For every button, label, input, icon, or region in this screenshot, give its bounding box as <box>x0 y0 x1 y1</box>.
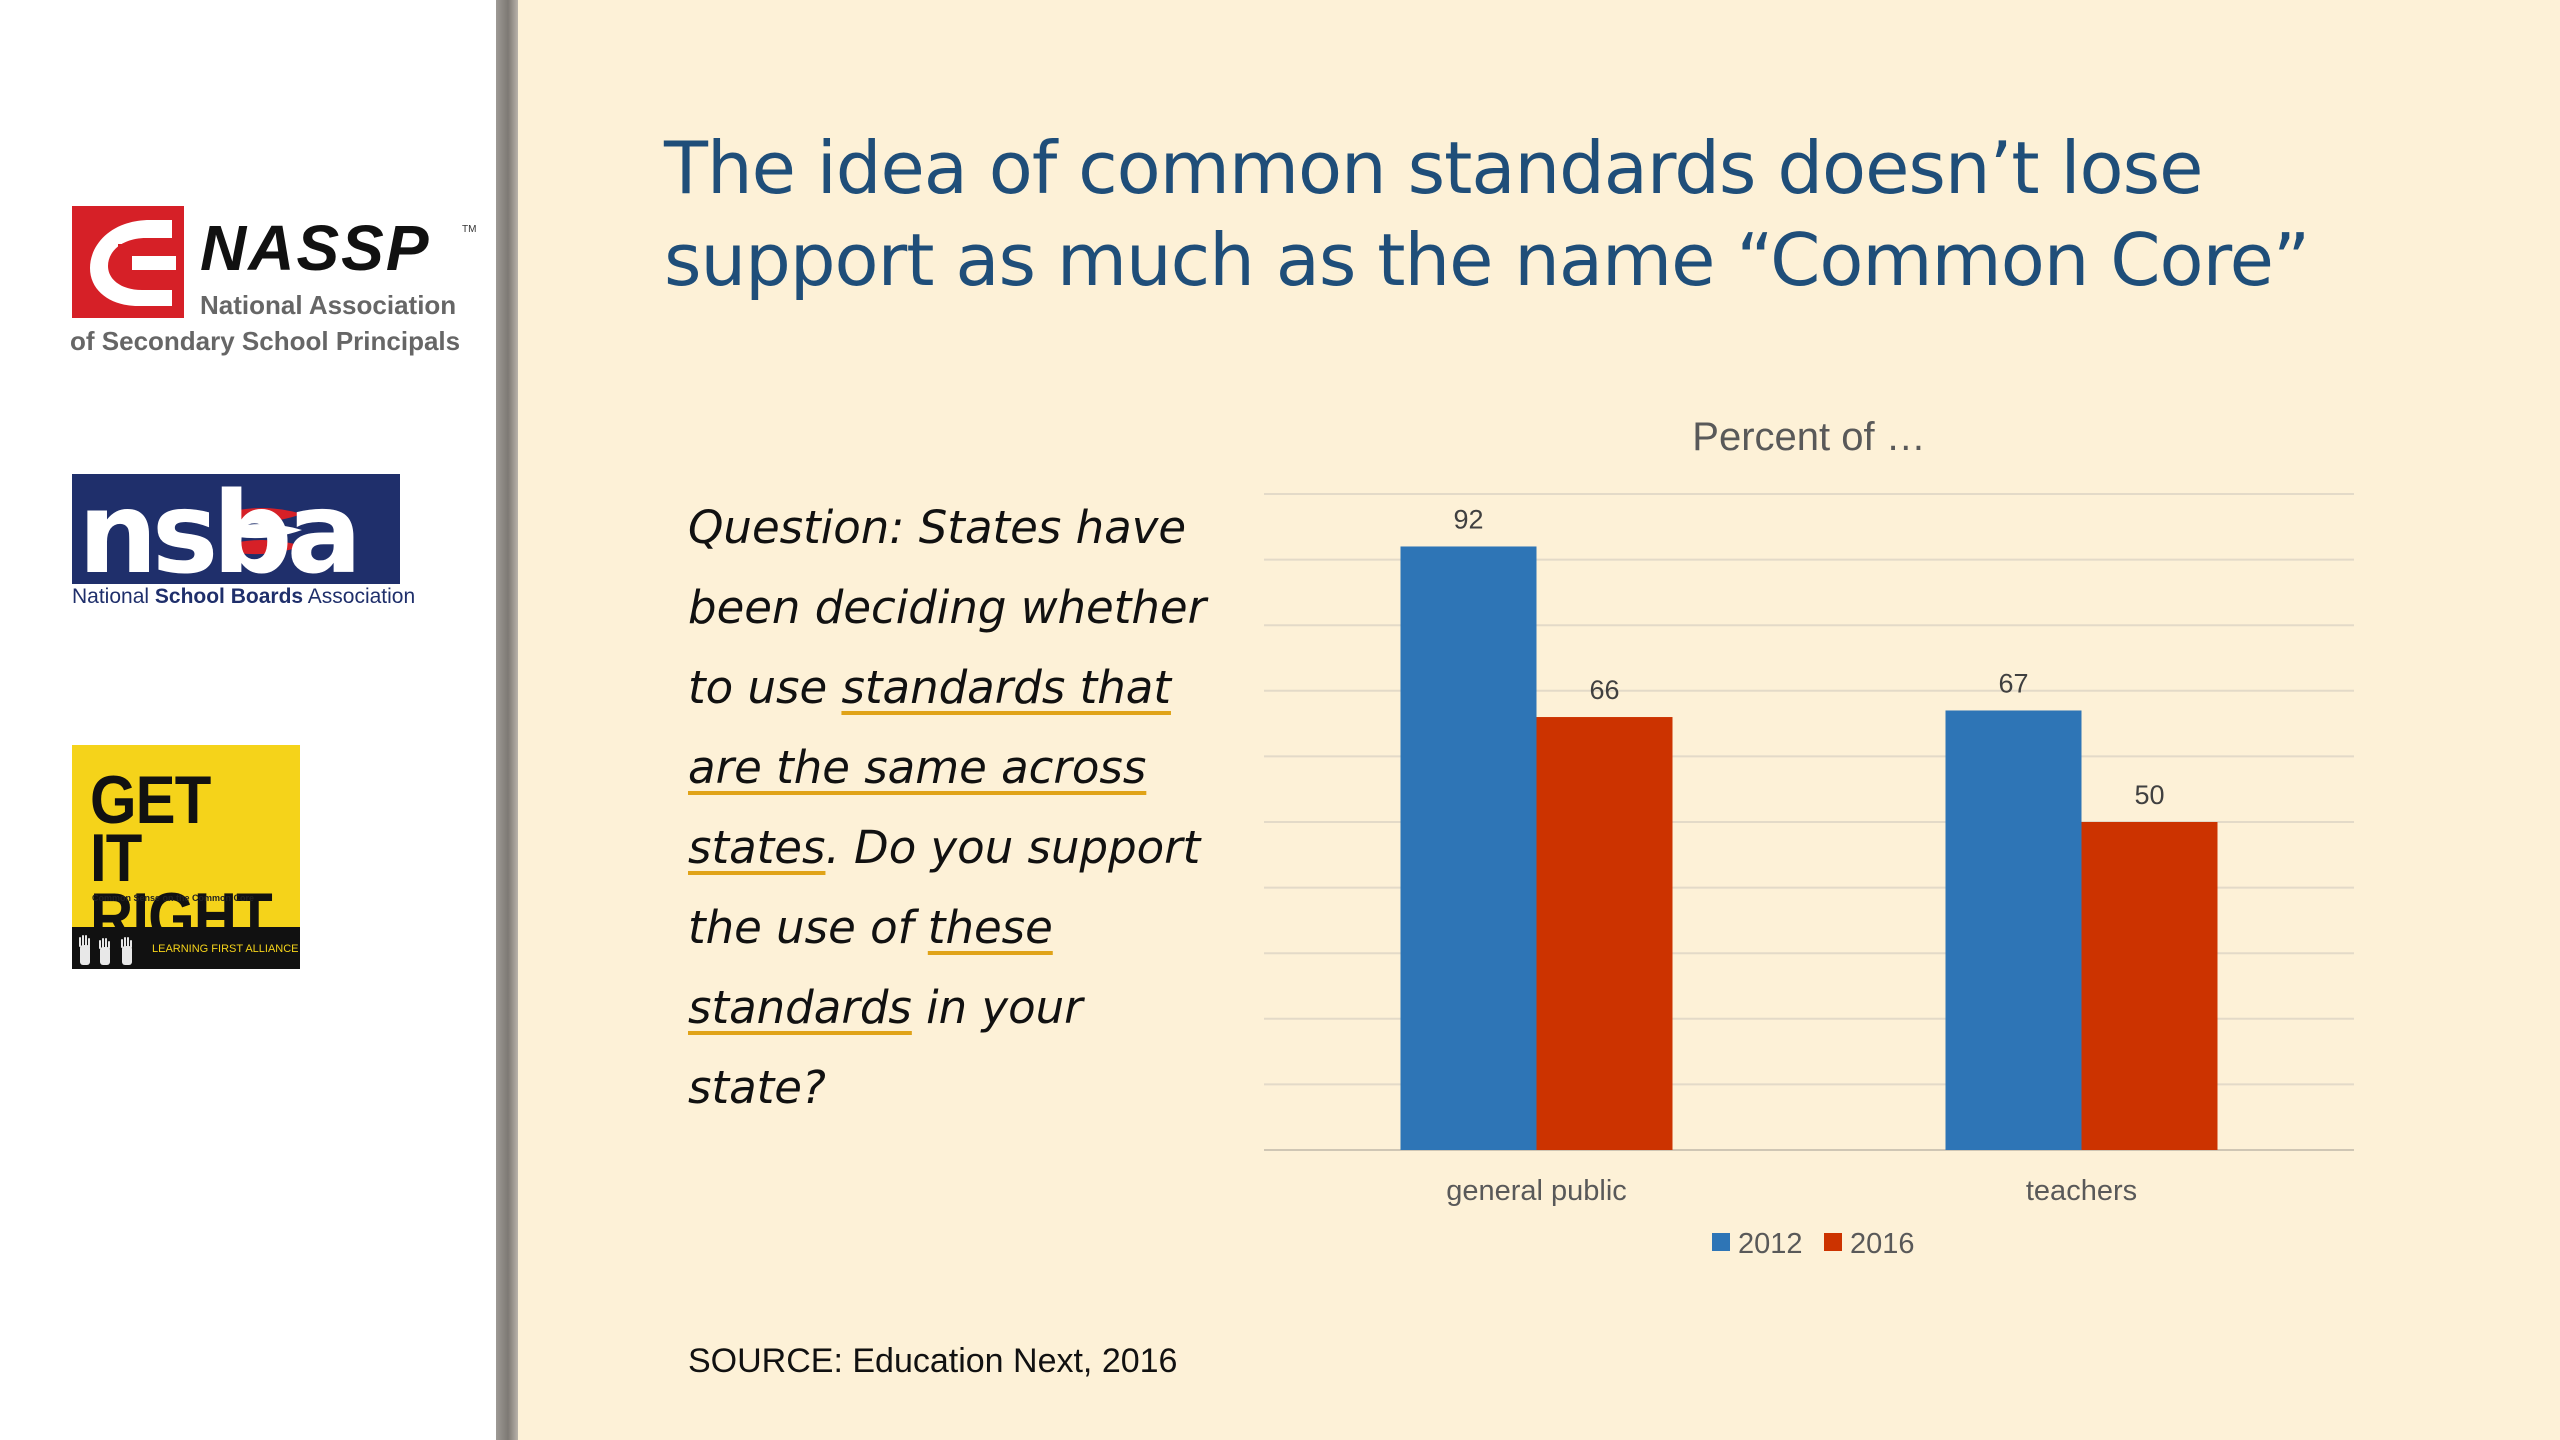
nassp-logo: NASSP TM National Association of Seconda… <box>70 204 476 364</box>
data-label: 66 <box>1589 675 1619 705</box>
legend-swatch <box>1824 1233 1842 1251</box>
bar <box>2081 822 2218 1150</box>
bar <box>1945 710 2082 1150</box>
nassp-wordmark: NASSP <box>200 212 431 284</box>
nsba-subtitle: National School Boards Association <box>72 586 415 607</box>
nsba-sub-c: Association <box>303 585 416 608</box>
source-note: SOURCE: Education Next, 2016 <box>688 1342 1178 1380</box>
nsba-sub-b: School Boards <box>154 585 304 608</box>
gir-band-text: LEARNING FIRST ALLIANCE <box>152 943 299 955</box>
question-text-2: . Do you support the use of <box>688 821 1201 954</box>
raised-hands-icon <box>79 935 132 965</box>
get-it-right-logo: GET IT RIGHT Common Sense on the Common … <box>72 745 300 969</box>
question-text-3: in your state? <box>688 981 1083 1114</box>
nsba-mark-icon: nsba <box>72 474 400 584</box>
sidebar-divider <box>496 0 518 1440</box>
gir-tagline: Common Sense on the Common Core <box>92 893 255 903</box>
slide-title: The idea of common standards doesn’t los… <box>664 126 2310 302</box>
bar <box>1400 546 1537 1150</box>
gir-title: GET IT RIGHT <box>90 762 275 951</box>
gir-title-line1: GET IT <box>90 762 211 897</box>
nsba-sub-a: National <box>72 585 155 608</box>
nassp-mark-icon <box>72 206 184 318</box>
gir-band: LEARNING FIRST ALLIANCE <box>72 927 300 969</box>
nsba-mark-text: nsba <box>78 474 356 584</box>
data-label: 50 <box>2134 780 2164 810</box>
data-label: 67 <box>1998 668 2028 698</box>
legend-label: 2012 <box>1738 1228 1803 1260</box>
question-underlined-2: these standards <box>688 901 1053 1034</box>
legend-label: 2016 <box>1850 1228 1915 1260</box>
legend-swatch <box>1712 1233 1730 1251</box>
x-tick-label: teachers <box>2026 1175 2137 1207</box>
data-label: 92 <box>1453 504 1483 534</box>
logo-sidebar: NASSP TM National Association of Seconda… <box>0 0 496 1440</box>
question-text-1: Question: States have been deciding whet… <box>688 501 1207 714</box>
bar <box>1536 717 1673 1150</box>
nassp-tagline-2: of Secondary School Principals <box>70 326 461 356</box>
bar-chart: Percent of … 92 66 general public 67 50 teache… <box>1264 415 2354 1260</box>
nassp-trademark: TM <box>462 224 477 235</box>
chart-title: Percent of … <box>1692 415 1925 459</box>
survey-question: Question: States have been deciding whet… <box>688 488 1208 1128</box>
nassp-tagline-1: National Association <box>200 290 457 320</box>
x-tick-label: general public <box>1446 1175 1627 1207</box>
question-underlined-1: standards that are the same across state… <box>688 661 1171 874</box>
nsba-logo: nsba National School Boards Association <box>72 474 415 614</box>
